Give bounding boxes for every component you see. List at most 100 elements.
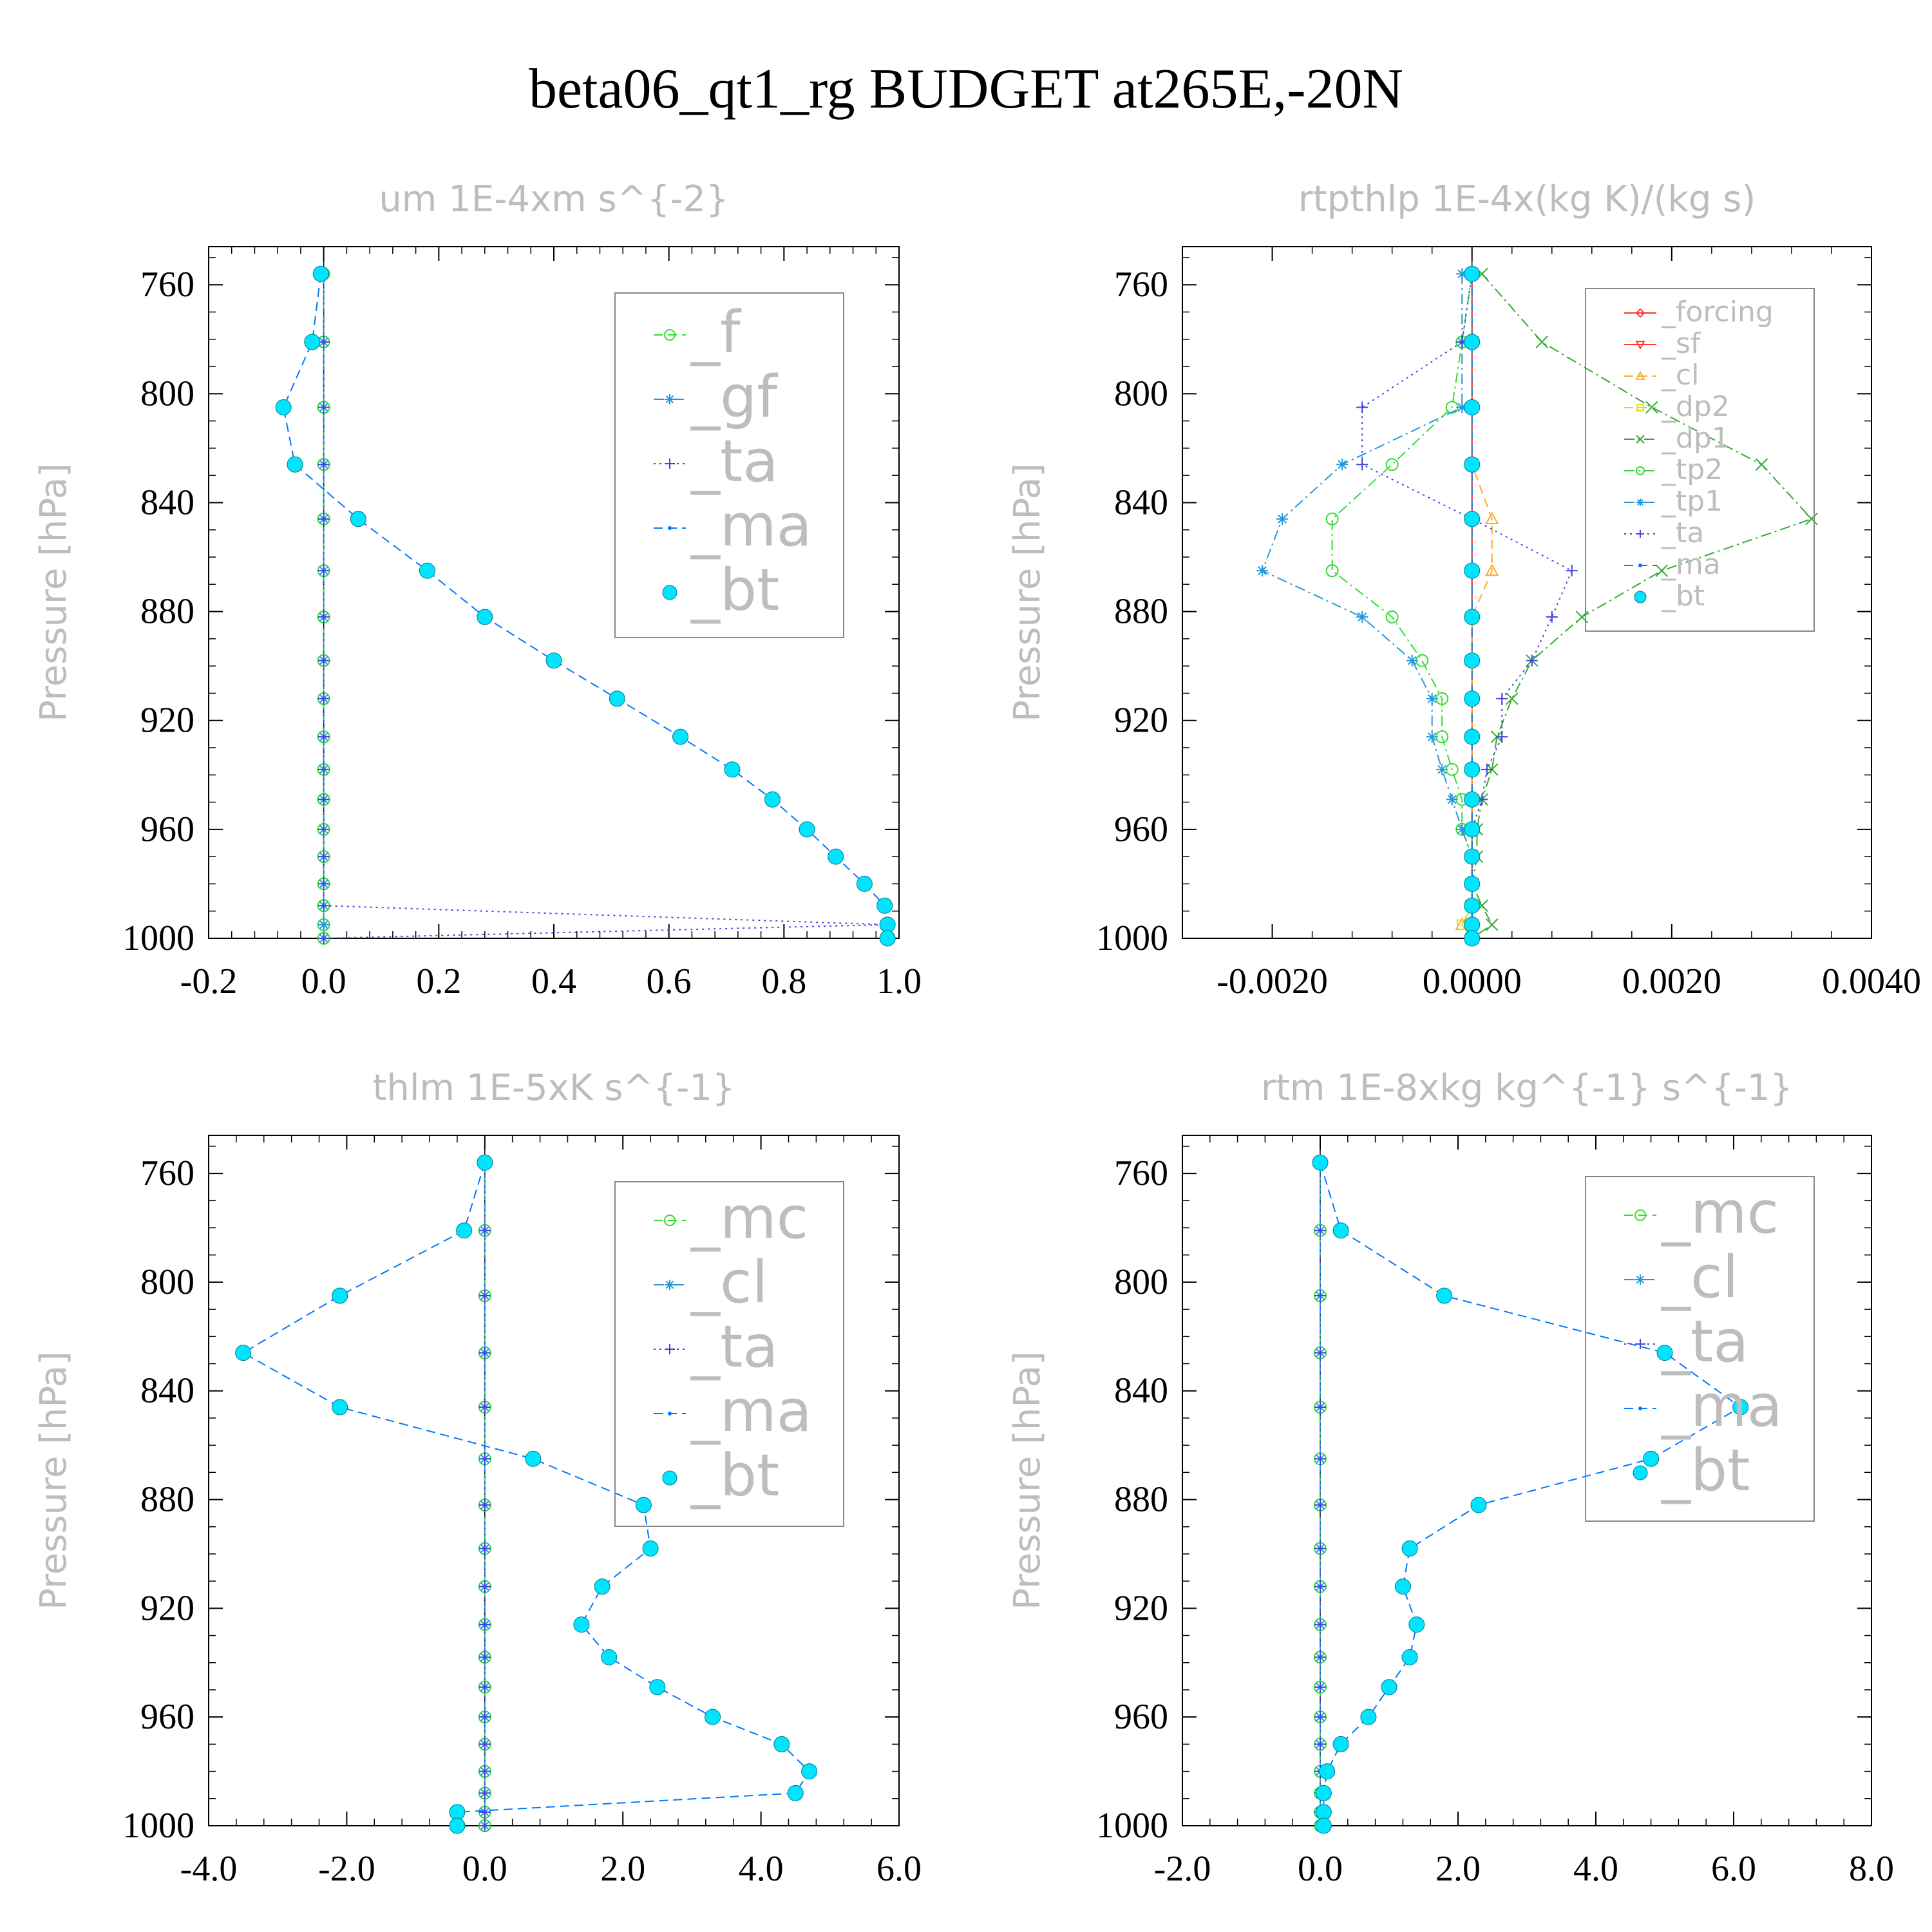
marker-plus [1314,1738,1326,1750]
legend-box [614,1181,844,1527]
marker-plus [1314,1401,1326,1414]
marker-star [1256,565,1269,577]
marker-plus [317,692,330,705]
series-line [1261,274,1473,938]
legend-label: _ta [1661,516,1704,549]
x-tick-label: -0.0020 [1217,961,1328,1001]
series-ta [1356,268,1578,944]
legend: _mc_cl_ta_ma_bt [1585,1176,1815,1522]
marker-filled-circle [477,609,493,625]
marker-cross [1645,401,1658,414]
y-tick-label: 840 [140,1371,194,1411]
marker-filled-circle [801,1763,818,1780]
x-tick-label: 0.8 [761,961,806,1001]
marker-plus [1314,1499,1326,1511]
chart-panel-4: rtm 1E-8xkg kg^{-1} s^{-1} Pressure [hPa]… [1007,1067,1894,1889]
marker-filled-circle [1332,1222,1349,1239]
legend-label: _bt [690,1442,779,1510]
marker-plus [478,1224,491,1236]
legend-box [614,292,844,638]
marker-cross [1506,692,1519,705]
legend-label: _sf [1661,327,1701,360]
marker-filled-circle [828,848,844,865]
series-dp2 [1457,269,1477,944]
legend-label: _cl [1661,359,1699,392]
marker-star [1426,692,1438,705]
marker-plus [478,1738,491,1750]
marker-filled-circle [724,761,741,778]
legend-box [1585,288,1815,632]
marker-filled-circle [287,456,303,473]
marker-star [665,1280,675,1290]
marker-filled-circle [1470,1497,1487,1513]
legend-label: _f [690,299,742,366]
chart-panel-3: thlm 1E-5xK s^{-1} Pressure [hPa] 760 800 84… [33,1067,922,1889]
marker-filled-circle [1464,875,1481,892]
marker-triangle [1485,511,1499,525]
marker-star [1636,498,1644,506]
x-tick-label: -2.0 [318,1849,375,1889]
x-tick-label: 0.0020 [1622,961,1721,1001]
marker-filled-circle [1381,1679,1397,1696]
marker-plus [1314,1681,1326,1693]
marker-filled-circle [1315,1817,1332,1834]
marker-cross [1805,513,1818,526]
y-axis-label: Pressure [hPa] [33,463,75,722]
marker-filled-circle [1464,761,1481,778]
marker-plus [317,823,330,835]
marker-filled-circle [642,1540,659,1557]
legend-label: _ma [1661,1372,1783,1440]
x-tick-label: 0.4 [531,961,576,1001]
x-tick-label: 0.0 [301,961,346,1001]
marker-plus [317,731,330,743]
marker-plus [478,1711,491,1723]
marker-filled-circle [1464,511,1481,527]
marker-filled-circle [235,1345,252,1361]
x-tick-label: 6.0 [1711,1849,1756,1889]
marker-filled-circle [1732,1399,1749,1416]
y-axis-label: Pressure [hPa] [33,1351,75,1610]
legend-label: _bt [690,556,779,624]
panel-title: rtm 1E-8xkg kg^{-1} s^{-1} [1261,1067,1793,1109]
marker-star [665,394,675,404]
marker-filled-circle [1394,1578,1411,1595]
marker-dot [1638,1406,1642,1410]
marker-filled-circle [787,1785,804,1801]
y-tick-label: 760 [140,265,194,305]
marker-plus [1481,763,1493,775]
marker-plus [478,1290,491,1302]
legend-label: _forcing [1661,296,1774,328]
legend: _f_gf_ta_ma_bt [614,292,844,638]
marker-plus [317,763,330,775]
series-bt [275,265,896,947]
legend-label: _ta [1661,1308,1748,1376]
x-tick-label: 0.0040 [1822,961,1921,1001]
marker-filled-circle [1464,609,1481,625]
marker-star [1446,793,1458,806]
x-tick-label: 8.0 [1849,1849,1894,1889]
marker-filled-circle [1464,456,1481,473]
y-tick-label: 840 [140,482,194,522]
panel-title: rtpthlp 1E-4x(kg K)/(kg s) [1298,178,1756,220]
marker-plus [317,933,330,944]
marker-star [1276,513,1289,525]
marker-filled-circle [662,585,677,600]
legend-label: _ma [690,1378,812,1445]
marker-plus [1635,1339,1645,1349]
marker-circle [664,329,676,341]
marker-filled-circle [332,1287,348,1304]
marker-filled-circle [635,1497,652,1513]
marker-circle [1385,611,1399,624]
marker-filled-circle [856,875,873,892]
plot-frame [208,246,900,939]
plot-frame [208,1135,900,1826]
marker-filled-circle [649,1679,666,1696]
legend-label: _gf [690,363,779,431]
legend-label: _mc [1661,1179,1779,1247]
marker-dot [1638,564,1642,567]
marker-cross [1636,435,1645,444]
marker-star [1336,459,1349,471]
marker-filled-circle [1464,728,1481,745]
marker-star [1406,654,1418,667]
marker-filled-circle [879,916,896,933]
